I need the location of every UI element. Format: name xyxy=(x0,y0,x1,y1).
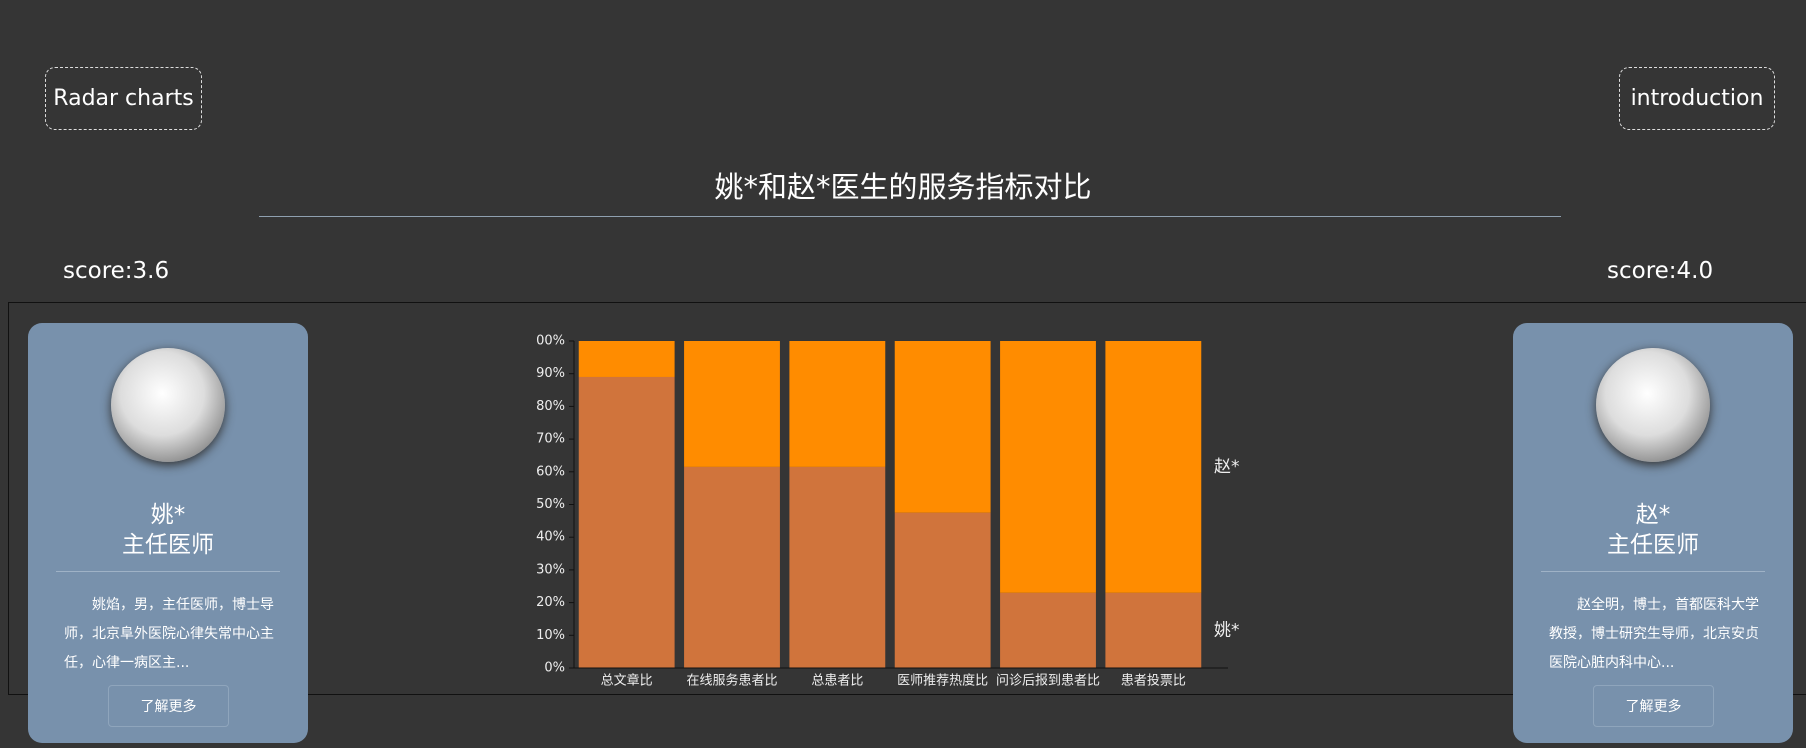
more-button[interactable]: 了解更多 xyxy=(108,685,229,727)
separator xyxy=(1541,571,1765,572)
series-label: 赵* xyxy=(1214,457,1240,477)
x-tick-label: 患者投票比 xyxy=(1121,673,1186,689)
doctor-description: 姚焰，男，主任医师，博士导师，北京阜外医院心律失常中心主任，心律一病区主... xyxy=(64,597,274,671)
more-button[interactable]: 了解更多 xyxy=(1593,685,1714,727)
bar-segment xyxy=(1105,341,1202,593)
doctor-name: 赵* xyxy=(1635,502,1671,528)
y-tick-label: 00% xyxy=(536,334,565,349)
x-tick-label: 医师推荐热度比 xyxy=(897,673,988,689)
y-tick-label: 10% xyxy=(536,628,565,643)
score: score:4.0 xyxy=(1607,258,1714,284)
y-tick-label: 50% xyxy=(536,497,565,512)
bar-segment xyxy=(578,341,675,377)
chart-frame xyxy=(8,302,1806,695)
doctor-card: 赵* 主任医师 赵全明，博士，首都医科大学教授，博士研究生导师，北京安贞医院心脏… xyxy=(1513,323,1793,743)
bar-segment xyxy=(684,466,780,668)
series-label: 姚* xyxy=(1214,620,1240,640)
y-tick-label: 80% xyxy=(536,399,565,414)
bar-segment xyxy=(894,512,991,668)
bar-segment xyxy=(578,376,675,668)
doctor-rank: 主任医师 xyxy=(122,532,214,558)
x-tick-label: 总患者比 xyxy=(811,674,863,689)
bar-segment xyxy=(684,341,780,467)
x-tick-label: 问诊后报到患者比 xyxy=(996,674,1100,689)
bar-segment xyxy=(1000,341,1096,593)
radar-button[interactable]: Radar charts xyxy=(45,67,202,130)
y-tick-label: 0% xyxy=(544,661,565,676)
doctor-card: 姚* 主任医师 姚焰，男，主任医师，博士导师，北京阜外医院心律失常中心主任，心律… xyxy=(28,323,308,743)
y-tick-label: 60% xyxy=(536,464,565,479)
doctor-description: 赵全明，博士，首都医科大学教授，博士研究生导师，北京安贞医院心脏内科中心... xyxy=(1549,597,1759,671)
bar-segment xyxy=(789,341,886,467)
intro-button[interactable]: introduction xyxy=(1619,67,1775,130)
y-tick-label: 20% xyxy=(536,595,565,610)
doctor-rank: 主任医师 xyxy=(1607,532,1699,558)
bar-segment xyxy=(789,466,886,668)
score: score:3.6 xyxy=(63,258,170,284)
y-tick-label: 40% xyxy=(536,530,565,545)
page-title: 姚*和赵*医生的服务指标对比 xyxy=(714,170,1092,204)
y-tick-label: 30% xyxy=(536,562,565,577)
x-tick-label: 总文章比 xyxy=(601,673,653,689)
avatar xyxy=(111,348,225,462)
separator xyxy=(56,571,280,572)
y-tick-label: 90% xyxy=(536,366,565,381)
bar-segment xyxy=(1105,592,1202,668)
avatar xyxy=(1596,348,1710,462)
y-tick-label: 70% xyxy=(536,432,565,447)
x-tick-label: 在线服务患者比 xyxy=(686,673,777,689)
title-rule xyxy=(259,216,1561,217)
bar-segment xyxy=(894,341,991,513)
bar-segment xyxy=(1000,592,1096,668)
doctor-name: 姚* xyxy=(150,502,186,528)
